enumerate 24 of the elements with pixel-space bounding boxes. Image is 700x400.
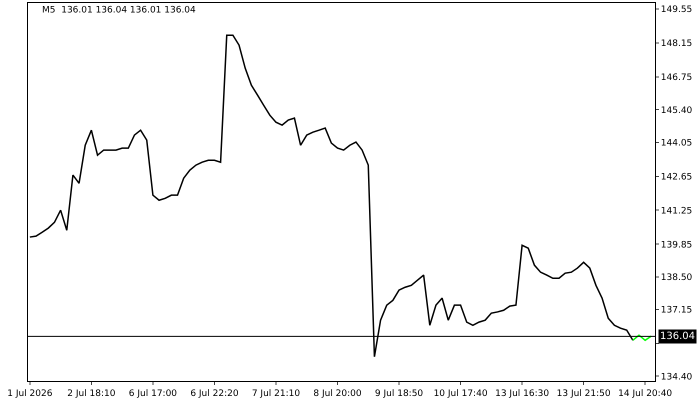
x-tick-label: 6 Jul 22:20	[190, 388, 239, 399]
x-tick-label: 10 Jul 17:40	[434, 388, 488, 399]
x-tick-label: 6 Jul 17:00	[128, 388, 178, 399]
x-tick-label: 1 Jul 2026	[7, 388, 53, 399]
y-tick-label: 137.15	[660, 306, 692, 316]
y-tick-label: 139.85	[660, 240, 692, 250]
x-tick-label: 14 Jul 20:40	[618, 388, 672, 399]
y-tick-label: 142.65	[660, 172, 692, 182]
y-tick-label: 146.75	[660, 73, 692, 84]
y-tick-label: 148.15	[660, 39, 692, 50]
y-tick-label: 145.40	[660, 106, 693, 116]
y-tick-label: 138.50	[660, 272, 693, 283]
y-tick-label: 134.40	[660, 372, 693, 382]
x-tick-label: 13 Jul 21:50	[556, 388, 611, 399]
y-tick-label: 149.55	[660, 5, 692, 16]
ref-line-label: 136.04	[660, 331, 695, 342]
x-tick-label: 8 Jul 20:00	[313, 388, 362, 399]
chart-title: M5 136.01 136.04 136.01 136.04	[42, 5, 196, 16]
x-tick-label: 13 Jul 16:30	[495, 388, 550, 399]
y-tick-label: 144.05	[660, 138, 692, 148]
x-tick-label: 7 Jul 21:10	[252, 388, 300, 399]
y-tick-label: 141.25	[660, 206, 692, 216]
x-tick-label: 9 Jul 18:50	[374, 388, 424, 399]
x-tick-label: 2 Jul 18:10	[67, 388, 116, 399]
